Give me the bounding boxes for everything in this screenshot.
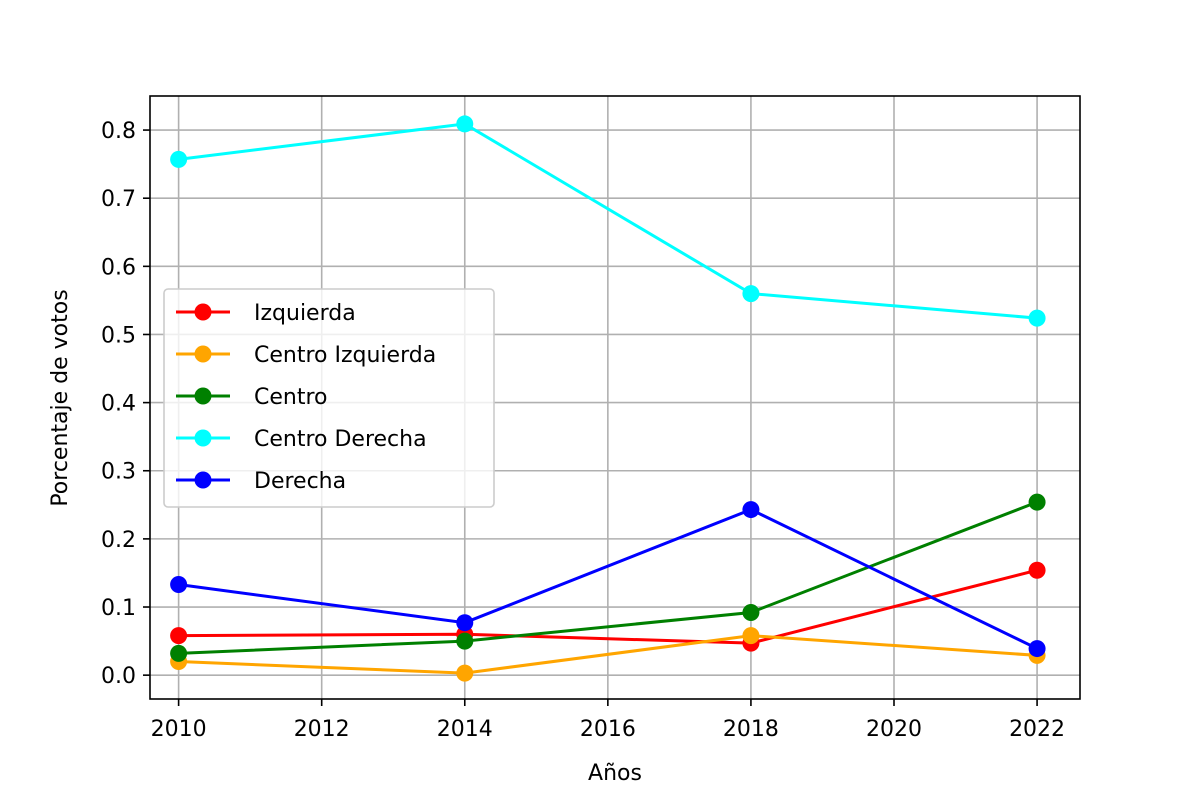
legend-item-centro: Centro xyxy=(176,385,328,410)
x-tick-label: 2014 xyxy=(437,717,493,742)
legend-label: Izquierda xyxy=(254,301,356,326)
legend-swatch-marker xyxy=(194,303,212,321)
series-line-derecha xyxy=(178,507,1038,650)
y-axis-label: Porcentaje de votos xyxy=(48,289,73,506)
data-point-centro-izquierda xyxy=(742,627,760,645)
legend-label: Centro Izquierda xyxy=(254,343,436,368)
legend-item-centro-izquierda: Centro Izquierda xyxy=(176,343,436,368)
y-tick-label: 0.3 xyxy=(101,460,136,485)
x-tick-label: 2022 xyxy=(1009,717,1065,742)
legend-item-centro-derecha: Centro Derecha xyxy=(176,427,427,452)
x-tick-label: 2018 xyxy=(723,717,779,742)
legend-box xyxy=(163,288,495,508)
legend-swatch-marker xyxy=(194,429,212,447)
series-centro xyxy=(170,493,1046,662)
series-line-izquierda xyxy=(178,568,1038,645)
x-tick-label: 2010 xyxy=(151,717,207,742)
data-point-derecha xyxy=(170,576,188,594)
series-centro-derecha xyxy=(170,115,1046,327)
data-point-derecha xyxy=(742,501,760,519)
series-line-centro-izquierda xyxy=(178,634,1038,675)
y-tick-label: 0.4 xyxy=(101,392,136,417)
data-point-derecha xyxy=(456,614,474,632)
data-point-centro-derecha xyxy=(1028,309,1046,327)
legend-label: Derecha xyxy=(254,469,346,494)
legend: Izquierda Centro Izquierda Centro Centro De… xyxy=(163,288,495,508)
data-point-centro-izquierda xyxy=(456,664,474,682)
y-tick-label: 0.5 xyxy=(101,323,136,348)
data-point-centro-derecha xyxy=(170,150,188,168)
y-tick-label: 0.0 xyxy=(101,664,136,689)
grid-lines xyxy=(150,96,1080,699)
x-tick-label: 2020 xyxy=(866,717,922,742)
legend-label: Centro Derecha xyxy=(254,427,427,452)
data-point-derecha xyxy=(1028,640,1046,658)
series-line-centro-derecha xyxy=(178,122,1038,320)
data-point-izquierda xyxy=(1028,561,1046,579)
data-point-centro-derecha xyxy=(456,115,474,133)
legend-swatch-marker xyxy=(194,387,212,405)
data-point-izquierda xyxy=(170,627,188,645)
x-tick-label: 2012 xyxy=(294,717,350,742)
axis-ticks: 2010 2012 2014 2016 2018 2020 2022 0.0 0.1 0.2 0.3… xyxy=(101,119,1065,742)
x-tick-label: 2016 xyxy=(580,717,636,742)
y-tick-label: 0.2 xyxy=(101,528,136,553)
y-tick-label: 0.6 xyxy=(101,255,136,280)
data-point-centro xyxy=(1028,493,1046,511)
legend-item-derecha: Derecha xyxy=(176,469,346,494)
data-point-centro xyxy=(456,632,474,650)
series-derecha xyxy=(170,501,1046,658)
y-tick-label: 0.8 xyxy=(101,119,136,144)
legend-swatch-marker xyxy=(194,345,212,363)
legend-item-izquierda: Izquierda xyxy=(176,301,356,326)
y-tick-label: 0.1 xyxy=(101,596,136,621)
data-point-centro xyxy=(170,644,188,662)
legend-swatch-marker xyxy=(194,471,212,489)
plot-frame xyxy=(149,95,1081,700)
data-point-centro-derecha xyxy=(742,285,760,303)
y-tick-label: 0.7 xyxy=(101,187,136,212)
series-line-centro xyxy=(178,500,1038,655)
x-axis-label: Años xyxy=(588,761,642,786)
legend-label: Centro xyxy=(254,385,328,410)
data-point-centro xyxy=(742,603,760,621)
series-layer xyxy=(170,115,1046,682)
